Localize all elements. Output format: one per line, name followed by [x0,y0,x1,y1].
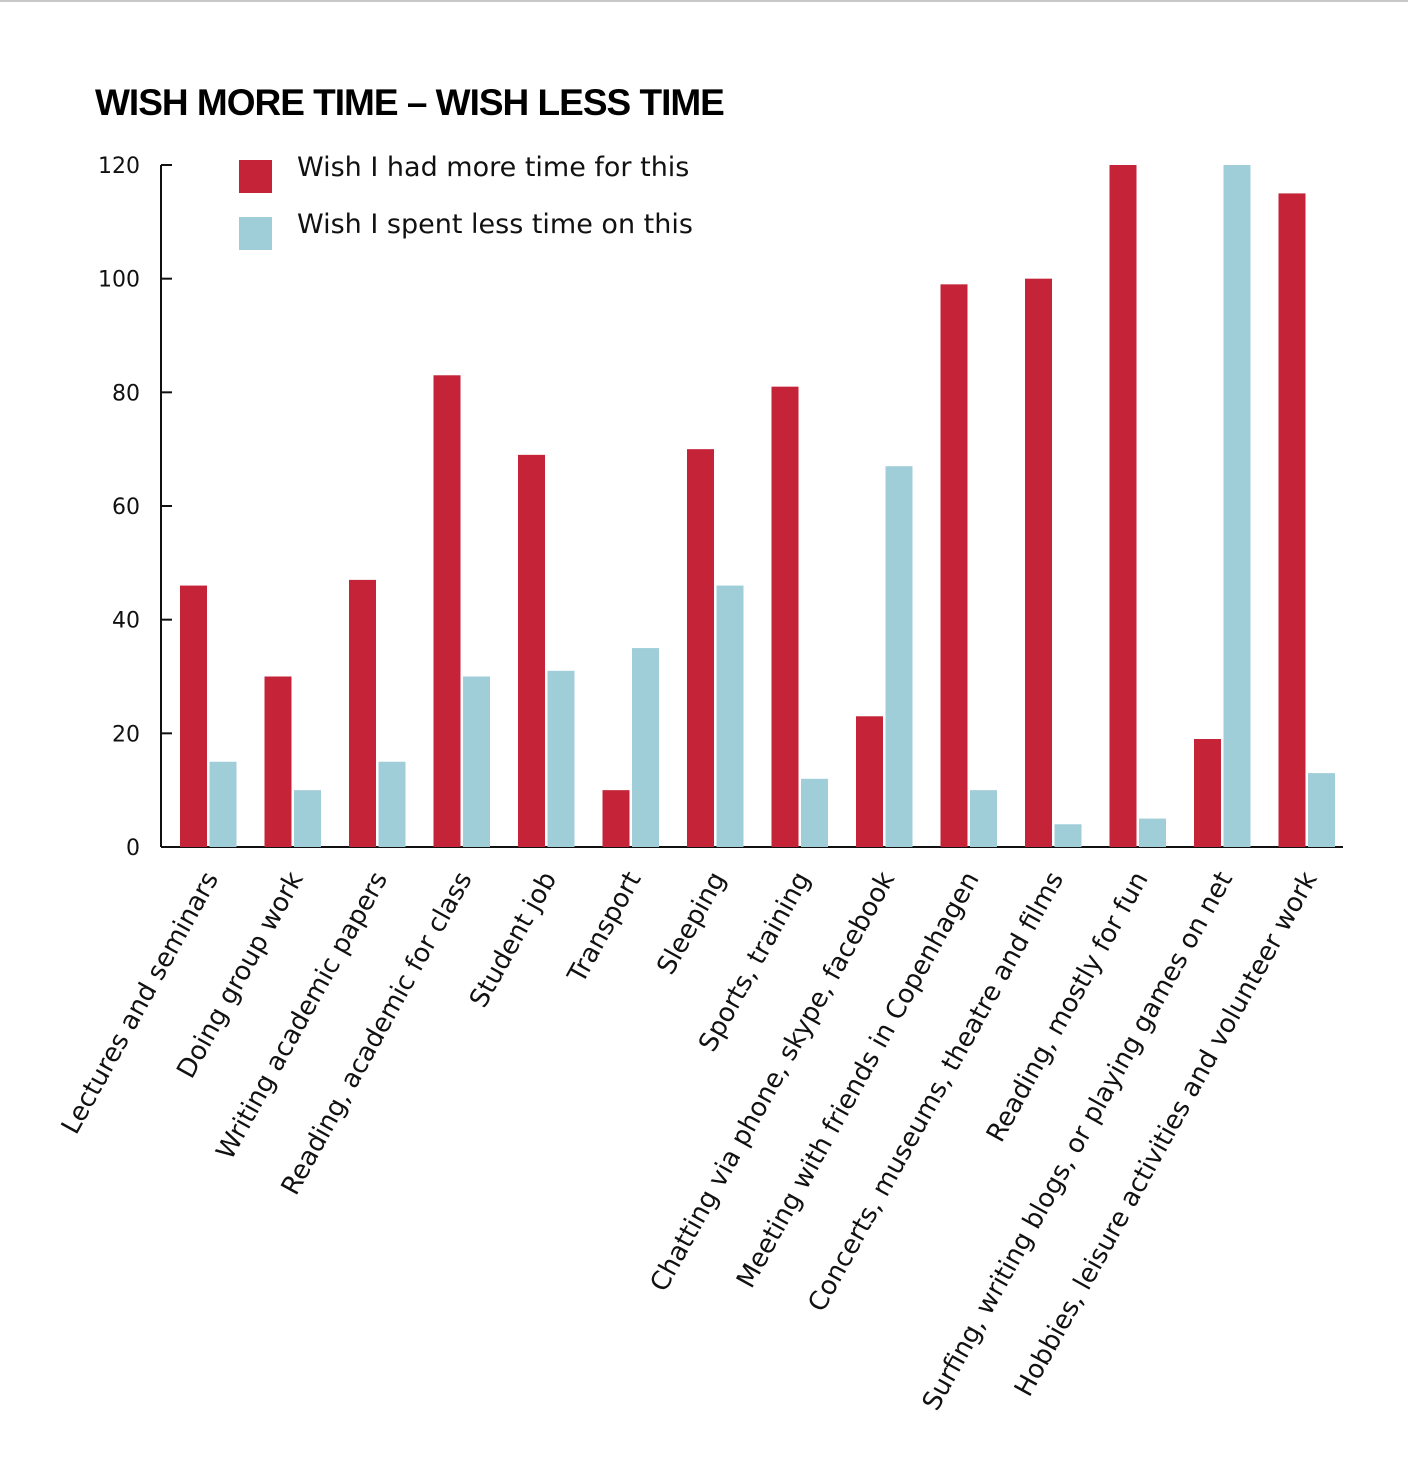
y-tick-label: 20 [112,722,140,747]
bar-less-time [209,761,237,847]
x-tick-label: Transport [562,867,648,989]
bar-more-time [856,716,883,847]
x-tick-label: Writing academic papers [211,867,394,1165]
bar-more-time [264,676,292,847]
x-tick-label: Reading, mostly for fun [981,867,1155,1147]
bar-less-time [1139,818,1166,847]
legend-swatch [239,217,272,250]
y-tick-label: 60 [112,495,140,520]
legend-label: Wish I spent less time on this [297,209,693,240]
bar-more-time [433,375,461,847]
bar-less-time [1223,165,1251,847]
y-tick-label: 100 [98,268,140,293]
bar-less-time [716,585,744,847]
bar-less-time [885,466,913,847]
x-tick-label: Surfing, writing blogs, or playing games… [917,867,1239,1416]
legend-label: Wish I had more time for this [297,152,689,183]
bar-more-time [349,579,376,847]
y-tick-label: 0 [126,836,140,861]
bar-less-time [632,648,659,847]
y-tick-label: 80 [112,381,140,406]
chart-title: WISH MORE TIME – WISH LESS TIME [95,82,725,123]
x-tick-label: Student job [464,867,563,1013]
y-tick-label: 120 [98,154,140,179]
bar-more-time [771,386,799,847]
bar-more-time [602,790,630,847]
y-tick-label: 40 [112,609,140,634]
bar-less-time [294,790,321,847]
bar-less-time [547,670,575,847]
bar-more-time [1025,278,1052,848]
bar-more-time [687,449,714,847]
bar-more-time [940,284,968,848]
bar-less-time [463,676,490,847]
bar-more-time [180,585,207,847]
bar-less-time [801,778,828,847]
bar-more-time [1194,739,1221,847]
x-tick-label: Sleeping [651,867,732,980]
bar-more-time [518,454,545,847]
x-tick-label: Hobbies, leisure activities and voluntee… [1009,867,1324,1402]
x-tick-label: Lectures and seminars [56,867,225,1139]
bar-less-time [378,761,406,847]
bar-less-time [1054,824,1082,847]
bar-less-time [970,790,997,847]
bar-less-time [1308,773,1335,847]
top-divider [0,0,1408,2]
legend-swatch [239,160,272,193]
bar-more-time [1278,193,1306,847]
bar-more-time [1109,165,1137,847]
